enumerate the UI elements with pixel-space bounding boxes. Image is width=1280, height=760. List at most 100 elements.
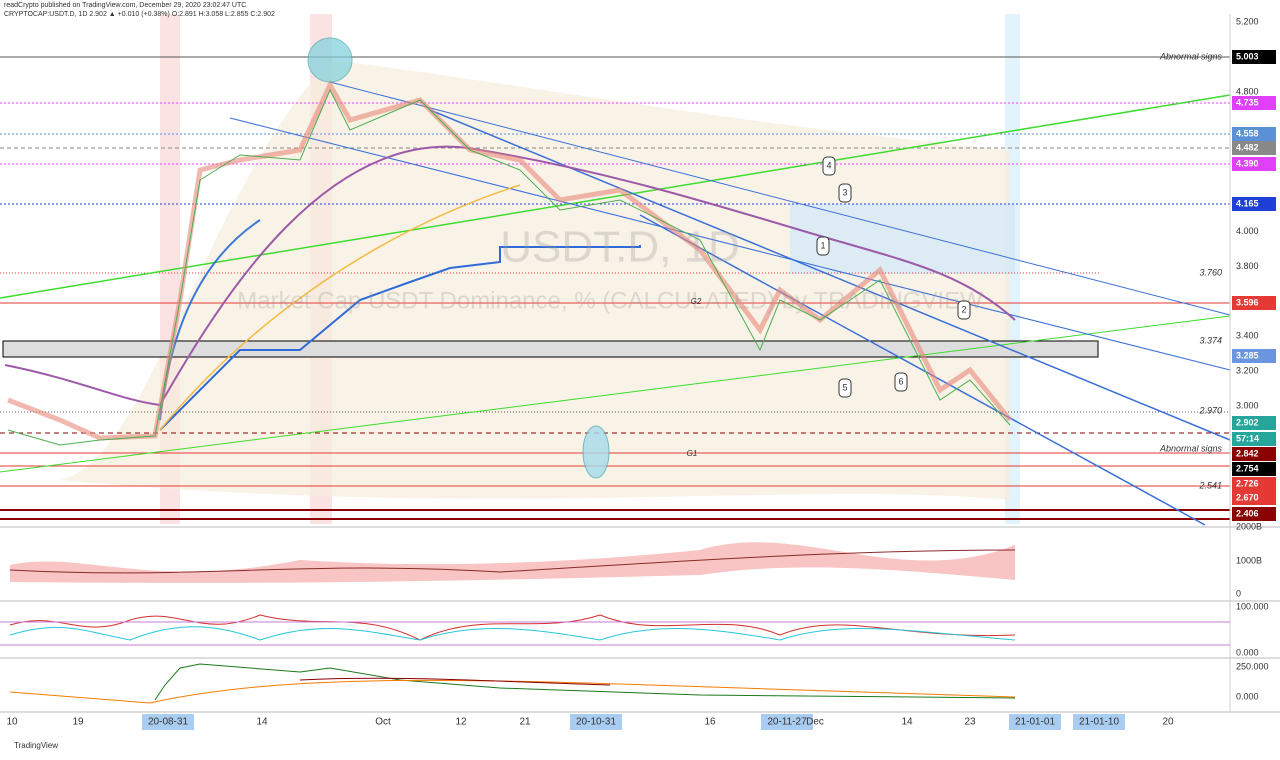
date-label: Oct [375, 717, 391, 728]
price-label: 3.000 [1236, 400, 1259, 410]
level-label: 2.541 [1198, 480, 1222, 490]
watermark-description: Market Cap USDT Dominance, % (CALCULATED… [237, 287, 983, 314]
price-tag [1232, 432, 1276, 446]
date-label: 20-08-31 [148, 717, 188, 728]
price-tag-label: 2.754 [1236, 463, 1259, 473]
date-label: 10 [6, 717, 18, 728]
pane-axis-label: 0 [1236, 588, 1241, 598]
footer-brand: TradingView [14, 741, 58, 750]
highlight-circle [307, 37, 353, 83]
callout-box [816, 236, 830, 256]
date-tag [570, 714, 622, 730]
callout-label: 4 [826, 160, 831, 170]
date-label: 21-01-01 [1015, 717, 1055, 728]
price-tag [1232, 50, 1276, 64]
channel-line [329, 81, 1231, 316]
callout-label: 2 [961, 304, 966, 314]
price-label: 3.800 [1236, 261, 1259, 271]
price-tag-label: 2.670 [1236, 492, 1259, 502]
momentum-ma [9, 679, 1016, 704]
date-label: 20-11-27 [767, 717, 807, 728]
date-label: Dec [806, 717, 824, 728]
price-tag [1232, 127, 1276, 141]
price-label: 3.400 [1236, 331, 1259, 341]
date-label: 12 [455, 717, 467, 728]
price-tag-label: 5.003 [1236, 51, 1259, 61]
date-label: 14 [901, 717, 913, 728]
price-tag [1232, 447, 1276, 461]
price-tag-label: 4.735 [1236, 97, 1259, 107]
callout-label: 3 [842, 187, 847, 197]
callout-box [957, 300, 971, 320]
price-tag [1232, 141, 1276, 155]
callout-box [822, 156, 836, 176]
price-tag [1232, 507, 1276, 521]
date-tag [761, 714, 813, 730]
price-tag [1232, 96, 1276, 110]
levels [0, 56, 1231, 526]
group-label: G1 [687, 449, 698, 458]
price-tag-label: 2.406 [1236, 508, 1259, 518]
price-tag-label: 57:14 [1236, 433, 1259, 443]
date-label: 20 [1162, 717, 1174, 728]
price-tag-label: 4.390 [1236, 158, 1259, 168]
level-label: Abnormal signs [1159, 443, 1223, 453]
ma-line [159, 184, 521, 431]
channel-line [429, 109, 1231, 441]
oscillator [9, 626, 1016, 641]
date-label: 21 [519, 717, 531, 728]
momentum-line [299, 677, 611, 686]
callout-box [838, 183, 852, 203]
price-tag-label: 4.482 [1236, 142, 1259, 152]
callout-box [894, 372, 908, 392]
symbol-info: CRYPTOCAP:USDT.D, 1D 2.902 ▲ +0.010 (+0.… [4, 11, 275, 18]
price-tag-label: 3.596 [1236, 297, 1259, 307]
price-line [7, 88, 1011, 446]
price-label: 5.200 [1236, 16, 1259, 26]
price-tag [1232, 491, 1276, 505]
trend-line [0, 94, 1231, 299]
price-tag-label: 4.165 [1236, 198, 1259, 208]
date-tag [1073, 714, 1125, 730]
channel-line [639, 214, 1206, 526]
price-tag-label: 2.902 [1236, 417, 1259, 427]
zone-box [2, 340, 1099, 358]
date-label: 23 [964, 717, 976, 728]
level-label: Abnormal signs [1159, 51, 1223, 61]
momentum [154, 663, 1016, 701]
pane-axis-label: 250.000 [1236, 661, 1269, 671]
date-tag [142, 714, 194, 730]
baseline-line [159, 245, 641, 431]
level-label: 3.374 [1199, 335, 1222, 345]
volume-ma [9, 549, 1016, 574]
level-label: 3.760 [1199, 267, 1222, 277]
highlight-ellipse [582, 425, 610, 479]
price-tag-label: 3.285 [1236, 350, 1259, 360]
price-label: 4.000 [1236, 226, 1259, 236]
price-tag [1232, 197, 1276, 211]
price-label: 3.200 [1236, 365, 1259, 375]
pane-axis-label: 0.000 [1236, 691, 1259, 701]
date-label: 14 [256, 717, 268, 728]
pane-axis-label: 2000B [1236, 521, 1262, 531]
callout-label: 5 [842, 382, 847, 392]
date-label: 21-01-10 [1079, 717, 1119, 728]
price-tag [1232, 416, 1276, 430]
date-label: 20-10-31 [576, 717, 616, 728]
date-tag [1009, 714, 1061, 730]
trend-line [0, 315, 1231, 473]
price-tag [1232, 157, 1276, 171]
volume-band [10, 542, 1015, 583]
price-tag-label: 2.726 [1236, 478, 1259, 488]
pane-axis-label: 0.000 [1236, 647, 1259, 657]
channel-line [229, 117, 1231, 371]
oscillator [9, 614, 1016, 641]
group-label: G2 [691, 297, 702, 306]
callout-box [838, 378, 852, 398]
date-label: 19 [72, 717, 84, 728]
date-label: 16 [704, 717, 716, 728]
price-tag [1232, 477, 1276, 491]
